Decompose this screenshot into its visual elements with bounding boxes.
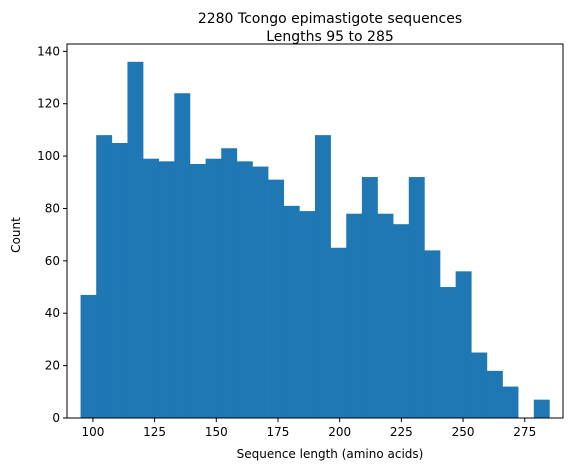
- x-tick-label: 250: [452, 425, 475, 439]
- y-tick-label: 20: [45, 359, 60, 373]
- y-tick-label: 100: [37, 149, 60, 163]
- histogram-bar: [456, 271, 472, 418]
- bars-group: [81, 62, 550, 418]
- x-tick-label: 275: [513, 425, 536, 439]
- x-tick-label: 225: [390, 425, 413, 439]
- y-tick-label: 120: [37, 97, 60, 111]
- x-tick-label: 100: [81, 425, 104, 439]
- x-tick-label: 150: [205, 425, 228, 439]
- histogram-bar: [143, 159, 159, 418]
- x-tick-label: 175: [267, 425, 290, 439]
- histogram-bar: [471, 353, 487, 418]
- histogram-bar: [362, 177, 378, 418]
- histogram-bar: [331, 248, 347, 418]
- y-axis-label: Count: [9, 217, 23, 253]
- histogram-bar: [284, 206, 300, 418]
- histogram-bar: [112, 143, 128, 418]
- histogram-bar: [268, 180, 284, 418]
- histogram-bar: [315, 135, 331, 418]
- histogram-bar: [221, 148, 237, 418]
- histogram-bar: [81, 295, 97, 418]
- x-tick-label: 125: [143, 425, 166, 439]
- histogram-bar: [487, 371, 503, 418]
- histogram-bar: [409, 177, 425, 418]
- chart-title-line1: 2280 Tcongo epimastigote sequences: [198, 11, 462, 27]
- y-tick-label: 60: [45, 254, 60, 268]
- histogram-bar: [174, 93, 190, 418]
- histogram-bar: [299, 211, 315, 418]
- histogram-bar: [440, 287, 456, 418]
- histogram-bar: [96, 135, 112, 418]
- y-tick-label: 140: [37, 44, 60, 58]
- y-axis-ticks: 0 20 40 60 80 100 120 140: [37, 44, 67, 425]
- histogram-bar: [534, 400, 550, 418]
- y-tick-label: 80: [45, 201, 60, 215]
- x-axis-ticks: 100 125 150 175 200 225 250 275: [81, 418, 536, 439]
- histogram-bar: [378, 214, 394, 418]
- histogram-bar: [503, 387, 519, 418]
- x-axis-label: Sequence length (amino acids): [237, 447, 424, 461]
- histogram-bar: [346, 214, 362, 418]
- histogram-bar: [424, 250, 440, 418]
- histogram-bar: [127, 62, 143, 418]
- x-tick-label: 200: [328, 425, 351, 439]
- histogram-bar: [252, 167, 268, 418]
- y-tick-label: 40: [45, 306, 60, 320]
- histogram-bar: [190, 164, 206, 418]
- histogram-bar: [159, 161, 175, 418]
- y-tick-label: 0: [52, 411, 60, 425]
- chart-title-line2: Lengths 95 to 285: [266, 29, 394, 45]
- histogram-bar: [206, 159, 222, 418]
- histogram-bar: [237, 161, 253, 418]
- histogram-bar: [393, 224, 409, 418]
